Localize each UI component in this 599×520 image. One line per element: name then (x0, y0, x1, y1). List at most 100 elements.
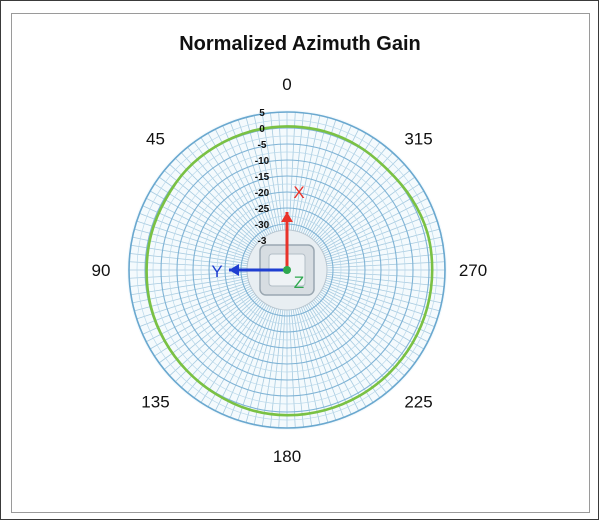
spoke-line (132, 236, 250, 263)
minor-grid-ring (152, 135, 422, 405)
spoke-line (193, 300, 265, 399)
spoke-line (322, 283, 435, 327)
spoke-line (163, 170, 258, 247)
spoke-line (245, 306, 278, 423)
spoke-line (134, 228, 251, 261)
spoke-line (294, 115, 321, 233)
spoke-line (300, 122, 344, 235)
minor-grid-ring (184, 167, 390, 373)
radial-tick-label: -20 (255, 188, 270, 199)
spoke-line (139, 213, 252, 257)
minor-grid-ring (168, 151, 406, 389)
spoke-line (303, 129, 360, 237)
spoke-line (323, 281, 438, 320)
spoke-line (261, 113, 282, 233)
angle-labels: 0 45 90 135 180 225 270 315 (92, 75, 488, 466)
spoke-line (222, 304, 272, 415)
spoke-line (314, 295, 405, 377)
spoke-line (316, 293, 411, 370)
spoke-line (322, 213, 435, 257)
spoke-line (146, 286, 254, 343)
spoke-line (290, 112, 304, 233)
grid-ring (208, 191, 366, 349)
angle-label-45: 45 (146, 129, 165, 148)
spoke-line (323, 228, 440, 261)
spoke-line (207, 302, 269, 408)
spoke-line (309, 300, 381, 399)
spoke-line (193, 141, 265, 240)
spoke-line (307, 301, 374, 403)
spoke-line (310, 299, 387, 394)
spoke-line (174, 157, 261, 244)
spoke-line (129, 261, 250, 269)
grid-ring (144, 127, 430, 413)
orientation-axes: X Y Z (211, 183, 304, 292)
spoke-line (320, 286, 428, 343)
spoke-line (278, 307, 286, 428)
angle-label-315: 315 (404, 129, 432, 148)
grid-ring (224, 207, 350, 333)
spoke-line (309, 141, 381, 240)
angle-label-225: 225 (404, 393, 432, 412)
spoke-line (321, 205, 432, 255)
spoke-line (307, 137, 374, 239)
spoke-line (270, 112, 284, 233)
spoke-line (296, 306, 329, 423)
z-axis-origin (283, 266, 291, 274)
spoke-line (253, 307, 280, 425)
spoke-line (298, 306, 337, 421)
spoke-line (230, 305, 274, 418)
spoke-line (187, 146, 264, 241)
y-axis-arrow-head (229, 264, 239, 276)
spoke-line (324, 273, 445, 287)
spoke-line (270, 307, 284, 428)
spoke-line (312, 297, 394, 388)
radial-tick-label: -10 (255, 156, 270, 167)
spoke-line (253, 115, 280, 233)
spoke-line (324, 261, 445, 269)
x-axis-arrow-head (281, 212, 293, 222)
spoke-line (305, 132, 367, 238)
spoke-line (314, 163, 405, 245)
spoke-line (324, 253, 445, 267)
axis-label-y: Y (211, 262, 222, 281)
spoke-line (142, 205, 253, 255)
axis-label-x: X (293, 183, 304, 202)
radial-tick-label: -30 (255, 220, 270, 231)
spoke-line (158, 292, 257, 364)
spoke-line (129, 271, 250, 279)
series-layer (145, 125, 434, 417)
spoke-line (158, 176, 257, 248)
spoke-line (324, 271, 445, 279)
spoke-line (154, 183, 256, 250)
spoke-line (180, 152, 262, 243)
radial-tick-label: -5 (258, 140, 267, 151)
spoke-line (222, 125, 272, 236)
spoke-line (323, 279, 440, 312)
spoke-line (134, 279, 251, 312)
spoke-line (319, 190, 425, 252)
spoke-line (139, 283, 252, 327)
radial-tick-labels: 5 0 -5 -10 -15 -20 -25 -30 -3 (255, 108, 270, 247)
spoke-line (278, 112, 286, 233)
chart-title: Normalized Azimuth Gain (179, 33, 421, 55)
spoke-line (292, 113, 313, 233)
spoke-line (320, 197, 428, 254)
spoke-line (174, 296, 261, 383)
spoke-line (318, 290, 420, 357)
angle-label-135: 135 (141, 393, 169, 412)
spoke-line (318, 183, 420, 250)
spoke-line (294, 307, 321, 425)
spoke-line (169, 163, 260, 245)
spoke-line (136, 220, 251, 259)
spoke-line (230, 122, 274, 235)
radial-tick-label: 0 (259, 124, 265, 135)
spoke-line (298, 119, 337, 234)
spoke-line (316, 170, 411, 247)
spoke-line (214, 129, 271, 237)
spoke-line (300, 305, 344, 418)
spoke-line (142, 285, 253, 335)
radial-tick-label: -15 (255, 172, 270, 183)
